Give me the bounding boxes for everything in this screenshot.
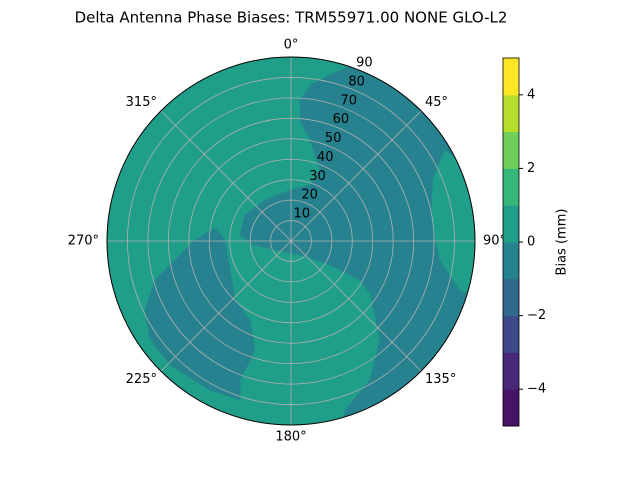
angular-grid-line bbox=[290, 240, 422, 372]
colorbar-band bbox=[503, 278, 519, 317]
radial-tick-label: 50 bbox=[325, 131, 342, 146]
radial-tick-label: 20 bbox=[301, 188, 318, 203]
angle-tick-label: 45° bbox=[425, 95, 448, 110]
colorbar-band bbox=[503, 168, 519, 206]
angle-tick-label: 225° bbox=[126, 372, 157, 387]
chart-title: Delta Antenna Phase Biases: TRM55971.00 … bbox=[75, 9, 508, 27]
angle-tick-label: 90° bbox=[483, 234, 506, 249]
angular-grid-line bbox=[160, 240, 292, 372]
colorbar-tick-label: 2 bbox=[527, 161, 535, 176]
colorbar-band bbox=[503, 205, 519, 243]
angle-tick-label: 135° bbox=[425, 372, 456, 387]
colorbar-tick-label: 4 bbox=[527, 87, 535, 102]
radial-tick-label: 70 bbox=[340, 93, 357, 108]
contour-region bbox=[144, 227, 256, 401]
radial-tick-label: 10 bbox=[294, 207, 311, 222]
colorbar-band bbox=[503, 352, 519, 390]
radial-tick-label: 60 bbox=[333, 112, 350, 127]
colorbar-band bbox=[503, 58, 519, 96]
colorbar-band bbox=[503, 131, 519, 169]
radial-tick-label: 30 bbox=[309, 169, 326, 184]
colorbar-tick-label: −4 bbox=[527, 382, 546, 397]
colorbar-label: Bias (mm) bbox=[555, 209, 570, 276]
colorbar-tick-label: −2 bbox=[527, 308, 546, 323]
radial-tick-label: 40 bbox=[317, 150, 334, 165]
angle-tick-label: 0° bbox=[284, 38, 299, 53]
colorbar-band bbox=[503, 242, 519, 280]
angle-tick-label: 180° bbox=[275, 430, 306, 445]
polar-frame bbox=[106, 56, 476, 426]
colorbar-tick-label: 0 bbox=[527, 235, 535, 250]
colorbar-band bbox=[503, 315, 519, 353]
radial-tick-label: 80 bbox=[348, 74, 365, 89]
angle-tick-label: 270° bbox=[68, 234, 99, 249]
angular-grid-line bbox=[160, 110, 292, 242]
angle-tick-label: 315° bbox=[126, 95, 157, 110]
angular-grid-line bbox=[290, 110, 422, 242]
radial-tick-label: 90 bbox=[356, 56, 373, 71]
overlay: 10 20 30 40 50 60 70 80 90 0° 45° 90° 135° 180° 225° 27… bbox=[68, 38, 506, 445]
colorbar-band bbox=[503, 389, 519, 427]
colorbar-band bbox=[503, 94, 519, 133]
